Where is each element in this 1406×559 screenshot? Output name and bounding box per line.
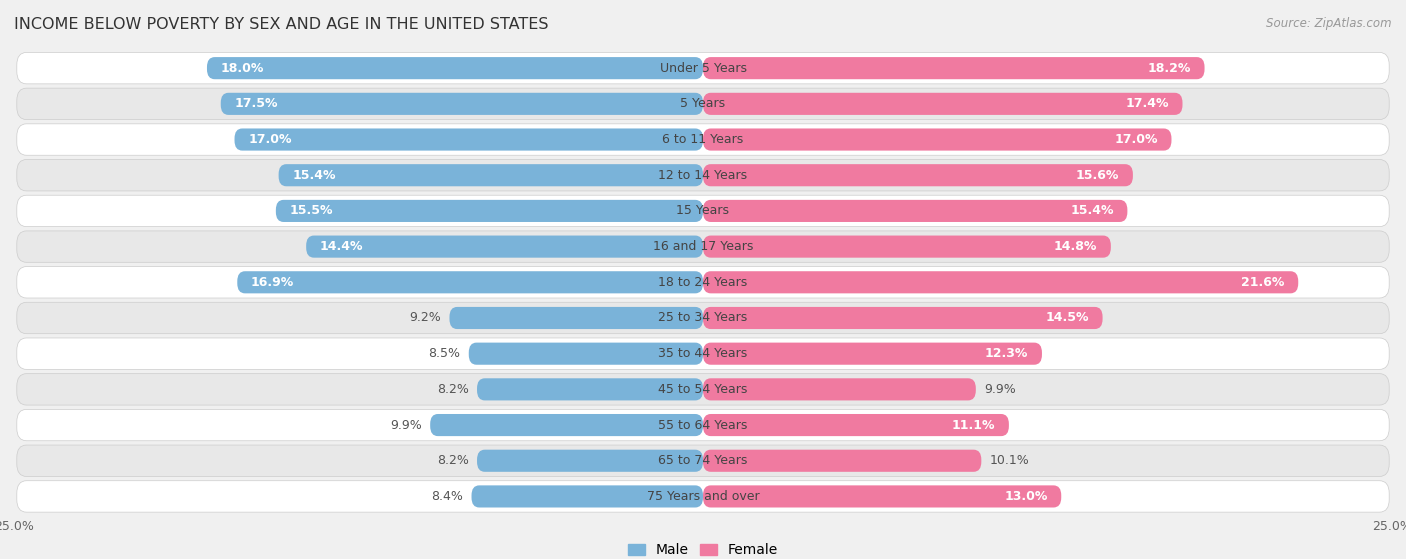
Text: 18.0%: 18.0%	[221, 61, 264, 75]
Text: 21.6%: 21.6%	[1241, 276, 1285, 289]
FancyBboxPatch shape	[471, 485, 703, 508]
FancyBboxPatch shape	[703, 485, 1062, 508]
FancyBboxPatch shape	[17, 231, 1389, 262]
FancyBboxPatch shape	[207, 57, 703, 79]
FancyBboxPatch shape	[17, 481, 1389, 512]
FancyBboxPatch shape	[276, 200, 703, 222]
FancyBboxPatch shape	[703, 129, 1171, 150]
Text: 65 to 74 Years: 65 to 74 Years	[658, 454, 748, 467]
Text: 8.2%: 8.2%	[437, 454, 468, 467]
Text: 8.5%: 8.5%	[429, 347, 461, 360]
Text: Under 5 Years: Under 5 Years	[659, 61, 747, 75]
FancyBboxPatch shape	[221, 93, 703, 115]
Text: 17.4%: 17.4%	[1125, 97, 1168, 110]
FancyBboxPatch shape	[468, 343, 703, 364]
FancyBboxPatch shape	[703, 57, 1205, 79]
Text: 45 to 54 Years: 45 to 54 Years	[658, 383, 748, 396]
FancyBboxPatch shape	[17, 409, 1389, 440]
Text: 6 to 11 Years: 6 to 11 Years	[662, 133, 744, 146]
Text: 13.0%: 13.0%	[1004, 490, 1047, 503]
FancyBboxPatch shape	[703, 271, 1298, 293]
FancyBboxPatch shape	[17, 159, 1389, 191]
Text: 9.9%: 9.9%	[389, 419, 422, 432]
FancyBboxPatch shape	[17, 338, 1389, 369]
Text: 18 to 24 Years: 18 to 24 Years	[658, 276, 748, 289]
FancyBboxPatch shape	[17, 195, 1389, 226]
Text: 11.1%: 11.1%	[952, 419, 995, 432]
Text: 35 to 44 Years: 35 to 44 Years	[658, 347, 748, 360]
FancyBboxPatch shape	[17, 267, 1389, 298]
Text: 9.9%: 9.9%	[984, 383, 1017, 396]
Text: 12 to 14 Years: 12 to 14 Years	[658, 169, 748, 182]
FancyBboxPatch shape	[278, 164, 703, 186]
FancyBboxPatch shape	[17, 124, 1389, 155]
FancyBboxPatch shape	[238, 271, 703, 293]
Text: 17.0%: 17.0%	[1114, 133, 1157, 146]
FancyBboxPatch shape	[17, 53, 1389, 84]
Text: 8.2%: 8.2%	[437, 383, 468, 396]
FancyBboxPatch shape	[703, 414, 1010, 436]
FancyBboxPatch shape	[703, 93, 1182, 115]
Text: 14.5%: 14.5%	[1045, 311, 1088, 324]
Text: Source: ZipAtlas.com: Source: ZipAtlas.com	[1267, 17, 1392, 30]
Text: 10.1%: 10.1%	[990, 454, 1029, 467]
FancyBboxPatch shape	[477, 449, 703, 472]
FancyBboxPatch shape	[235, 129, 703, 150]
FancyBboxPatch shape	[703, 378, 976, 400]
Text: 17.0%: 17.0%	[249, 133, 292, 146]
Text: 14.4%: 14.4%	[321, 240, 363, 253]
Text: 18.2%: 18.2%	[1147, 61, 1191, 75]
FancyBboxPatch shape	[430, 414, 703, 436]
FancyBboxPatch shape	[17, 88, 1389, 120]
FancyBboxPatch shape	[703, 343, 1042, 364]
FancyBboxPatch shape	[307, 235, 703, 258]
Text: 55 to 64 Years: 55 to 64 Years	[658, 419, 748, 432]
Text: 14.8%: 14.8%	[1053, 240, 1097, 253]
FancyBboxPatch shape	[703, 235, 1111, 258]
Legend: Male, Female: Male, Female	[623, 538, 783, 559]
FancyBboxPatch shape	[450, 307, 703, 329]
Text: 12.3%: 12.3%	[984, 347, 1028, 360]
FancyBboxPatch shape	[703, 307, 1102, 329]
FancyBboxPatch shape	[17, 445, 1389, 476]
Text: 8.4%: 8.4%	[432, 490, 463, 503]
Text: 75 Years and over: 75 Years and over	[647, 490, 759, 503]
Text: 15.4%: 15.4%	[1070, 205, 1114, 217]
Text: 16.9%: 16.9%	[252, 276, 294, 289]
Text: INCOME BELOW POVERTY BY SEX AND AGE IN THE UNITED STATES: INCOME BELOW POVERTY BY SEX AND AGE IN T…	[14, 17, 548, 32]
Text: 5 Years: 5 Years	[681, 97, 725, 110]
Text: 16 and 17 Years: 16 and 17 Years	[652, 240, 754, 253]
Text: 17.5%: 17.5%	[235, 97, 278, 110]
FancyBboxPatch shape	[477, 378, 703, 400]
Text: 15 Years: 15 Years	[676, 205, 730, 217]
FancyBboxPatch shape	[17, 373, 1389, 405]
FancyBboxPatch shape	[703, 449, 981, 472]
Text: 9.2%: 9.2%	[409, 311, 441, 324]
FancyBboxPatch shape	[703, 164, 1133, 186]
FancyBboxPatch shape	[17, 302, 1389, 334]
Text: 15.6%: 15.6%	[1076, 169, 1119, 182]
Text: 25 to 34 Years: 25 to 34 Years	[658, 311, 748, 324]
FancyBboxPatch shape	[703, 200, 1128, 222]
Text: 15.5%: 15.5%	[290, 205, 333, 217]
Text: 15.4%: 15.4%	[292, 169, 336, 182]
